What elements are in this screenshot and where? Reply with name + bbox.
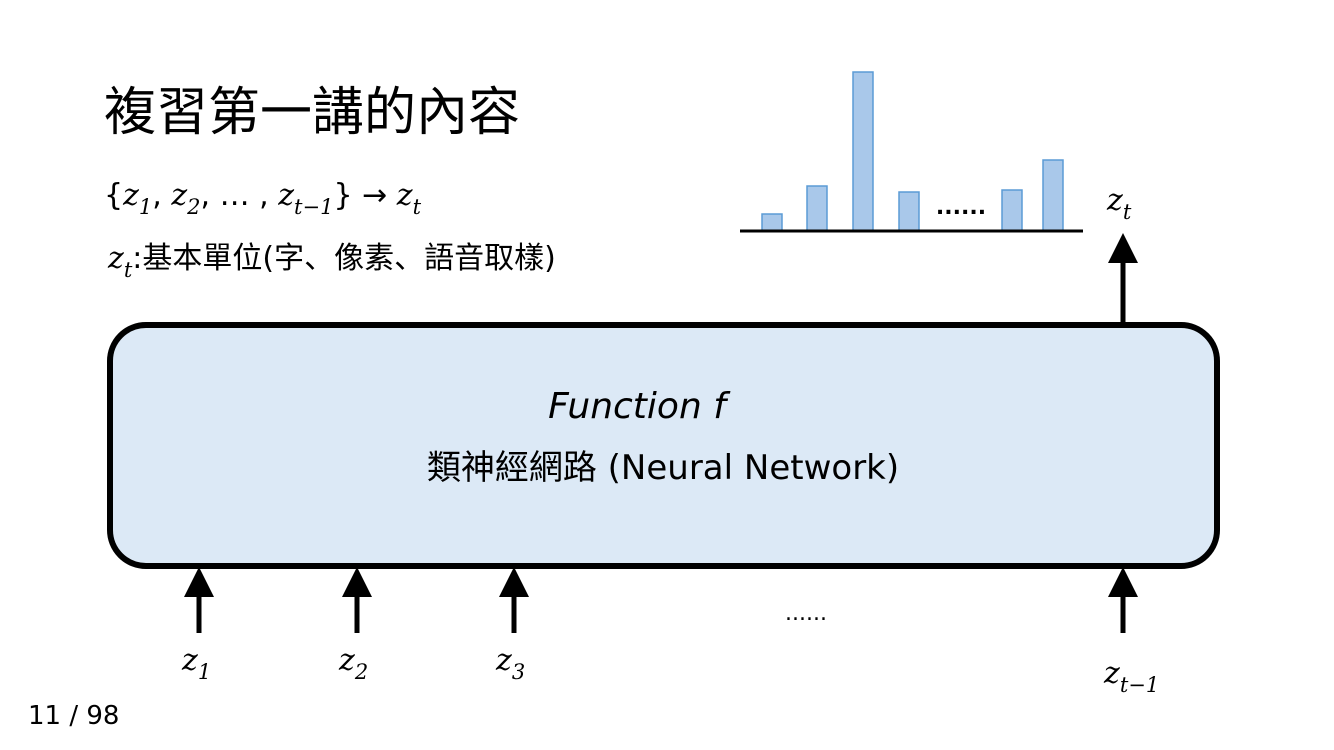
- math-variable: z: [1103, 656, 1120, 691]
- math-subscript: t: [413, 195, 422, 219]
- math-subscript: 2: [354, 660, 368, 684]
- slide-title: 複習第一講的內容: [104, 83, 520, 143]
- input-label: z2​: [338, 643, 368, 684]
- math-subscript: t−1: [294, 195, 333, 219]
- distribution-chart: [761, 71, 1064, 232]
- text-segment: {: [104, 178, 123, 213]
- math-subscript: t−1: [1120, 673, 1159, 697]
- input-label: z1​: [181, 643, 211, 684]
- output-label: zt​: [1106, 183, 1132, 224]
- inputs-ellipsis: ......: [785, 601, 827, 626]
- bar: [806, 185, 828, 232]
- bar: [1042, 159, 1064, 232]
- math-variable: z: [122, 178, 139, 213]
- formula: {z1​, z2​, … , zt−1​} → zt​: [104, 178, 422, 219]
- math-variable: z: [170, 178, 187, 213]
- math-subscript: 3: [512, 660, 525, 684]
- bar: [852, 71, 874, 232]
- definition: zt​:基本單位(字、像素、語音取樣): [107, 241, 556, 282]
- function-label: Function f: [548, 386, 731, 427]
- input-label: z3​: [495, 643, 525, 684]
- page-number: 11 / 98: [28, 701, 119, 731]
- text-segment: ,: [152, 178, 171, 213]
- math-subscript: 1: [139, 195, 152, 219]
- input-label: zt−1​: [1103, 656, 1159, 697]
- math-subscript: t: [1123, 200, 1132, 224]
- math-variable: z: [181, 643, 198, 678]
- bar: [898, 191, 920, 232]
- math-variable: z: [396, 178, 413, 213]
- function-box: [107, 322, 1220, 569]
- math-variable: z: [338, 643, 355, 678]
- math-variable: z: [495, 643, 512, 678]
- text-segment: , … ,: [201, 178, 279, 213]
- math-subscript: t: [124, 258, 133, 282]
- text-segment: :基本單位(字、像素、語音取樣): [132, 241, 556, 276]
- text-segment: } →: [333, 178, 396, 213]
- network-label: 類神經網路 (Neural Network): [427, 448, 899, 488]
- math-variable: z: [1106, 183, 1123, 218]
- math-subscript: 1: [198, 660, 211, 684]
- input-arrows: [184, 567, 1138, 633]
- math-subscript: 2: [186, 195, 200, 219]
- math-variable: z: [107, 241, 124, 276]
- bar: [761, 213, 783, 232]
- bar: [1001, 189, 1023, 232]
- chart-ellipsis: ......: [936, 195, 986, 220]
- math-variable: z: [277, 178, 294, 213]
